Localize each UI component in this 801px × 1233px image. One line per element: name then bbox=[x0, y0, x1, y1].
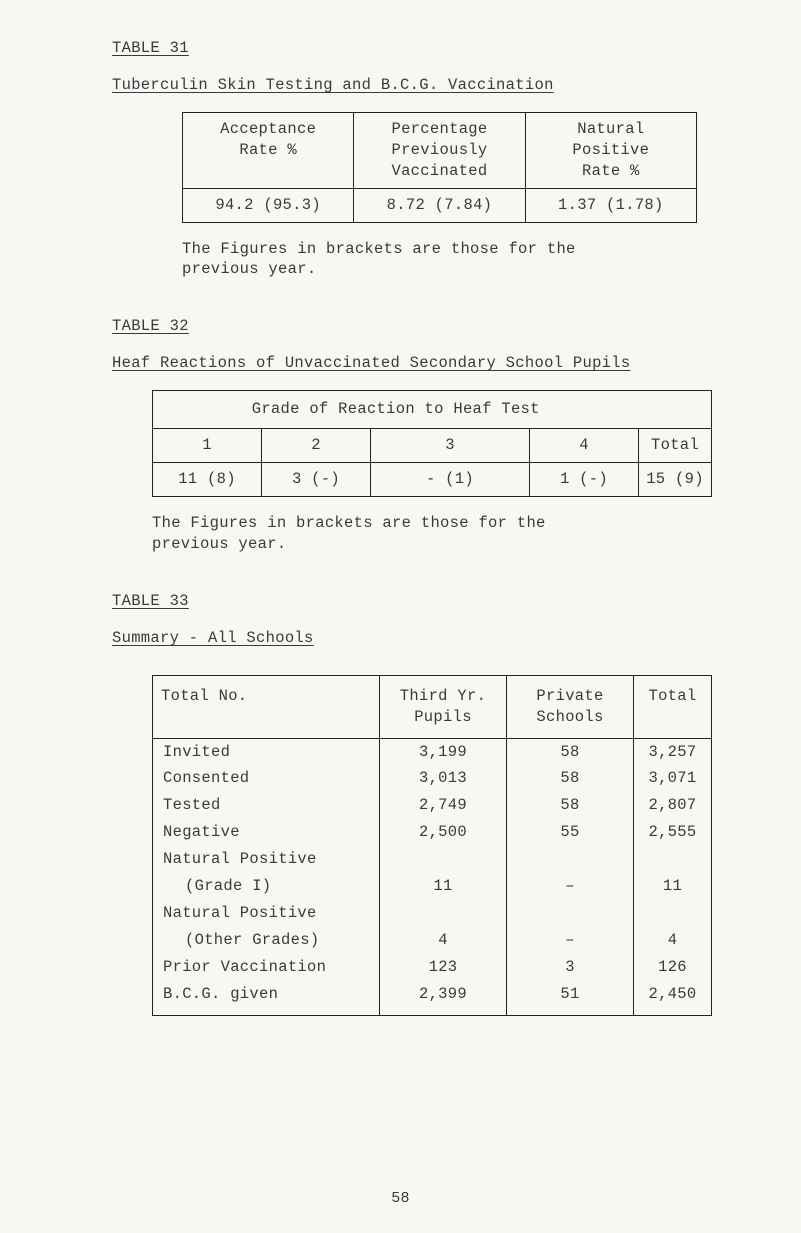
row-label: Consented bbox=[153, 765, 380, 792]
t32-title: Grade of Reaction to Heaf Test bbox=[153, 391, 639, 429]
row-label: (Other Grades) bbox=[153, 927, 380, 954]
row-label: B.C.G. given bbox=[153, 981, 380, 1015]
row-cell: 4 bbox=[634, 927, 712, 954]
page-number: 58 bbox=[0, 1189, 801, 1209]
t32-r-c2: 3 (-) bbox=[262, 463, 371, 497]
row-label: (Grade I) bbox=[153, 873, 380, 900]
row-cell: 4 bbox=[380, 927, 507, 954]
row-cell bbox=[380, 900, 507, 927]
table-row: Prior Vaccination1233126 bbox=[153, 954, 712, 981]
row-cell: 3,199 bbox=[380, 738, 507, 765]
table31: Acceptance Rate % Percentage Previously … bbox=[182, 112, 697, 223]
table33: Total No. Third Yr. Pupils Private Schoo… bbox=[152, 675, 712, 1016]
table32-label: TABLE 32 bbox=[112, 316, 723, 337]
table32-caption: Heaf Reactions of Unvaccinated Secondary… bbox=[112, 353, 723, 374]
table-row: Tested2,749582,807 bbox=[153, 792, 712, 819]
row-cell: 3,013 bbox=[380, 765, 507, 792]
t33-h2: Third Yr. Pupils bbox=[380, 675, 507, 738]
row-cell: 2,807 bbox=[634, 792, 712, 819]
t31-r-c2: 8.72 (7.84) bbox=[354, 188, 525, 222]
row-label: Negative bbox=[153, 819, 380, 846]
row-cell: 2,399 bbox=[380, 981, 507, 1015]
t31-note2: previous year. bbox=[182, 259, 723, 280]
row-cell: 3,071 bbox=[634, 765, 712, 792]
t33-h3: Private Schools bbox=[507, 675, 634, 738]
t31-h3: Natural Positive Rate % bbox=[525, 112, 696, 188]
table-row: Consented3,013583,071 bbox=[153, 765, 712, 792]
table33-caption: Summary - All Schools bbox=[112, 628, 723, 649]
row-cell: 58 bbox=[507, 792, 634, 819]
t31-note1: The Figures in brackets are those for th… bbox=[182, 239, 723, 260]
row-label: Natural Positive bbox=[153, 900, 380, 927]
t31-h2: Percentage Previously Vaccinated bbox=[354, 112, 525, 188]
row-label: Prior Vaccination bbox=[153, 954, 380, 981]
row-cell bbox=[380, 846, 507, 873]
row-cell bbox=[507, 846, 634, 873]
row-cell: 58 bbox=[507, 765, 634, 792]
row-cell: 123 bbox=[380, 954, 507, 981]
table33-label: TABLE 33 bbox=[112, 591, 723, 612]
t31-r-c1: 94.2 (95.3) bbox=[183, 188, 354, 222]
t33-h4: Total bbox=[634, 675, 712, 738]
t31-h1: Acceptance Rate % bbox=[183, 112, 354, 188]
table-row: (Grade I)11–11 bbox=[153, 873, 712, 900]
table-row: Negative2,500552,555 bbox=[153, 819, 712, 846]
table-row: (Other Grades)4–4 bbox=[153, 927, 712, 954]
page: TABLE 31 Tuberculin Skin Testing and B.C… bbox=[0, 0, 801, 1233]
row-label: Natural Positive bbox=[153, 846, 380, 873]
t32-c1: 1 bbox=[153, 429, 262, 463]
table31-caption: Tuberculin Skin Testing and B.C.G. Vacci… bbox=[112, 75, 723, 96]
t32-c5: Total bbox=[639, 429, 712, 463]
row-cell: 2,450 bbox=[634, 981, 712, 1015]
row-cell bbox=[507, 900, 634, 927]
t32-r-c1: 11 (8) bbox=[153, 463, 262, 497]
t32-c3: 3 bbox=[371, 429, 530, 463]
t31-r-c3: 1.37 (1.78) bbox=[525, 188, 696, 222]
table-row: B.C.G. given2,399512,450 bbox=[153, 981, 712, 1015]
row-label: Tested bbox=[153, 792, 380, 819]
row-cell bbox=[634, 900, 712, 927]
table-row: Natural Positive bbox=[153, 900, 712, 927]
row-label: Invited bbox=[153, 738, 380, 765]
row-cell: 58 bbox=[507, 738, 634, 765]
row-cell: 2,749 bbox=[380, 792, 507, 819]
t32-c2: 2 bbox=[262, 429, 371, 463]
row-cell: 2,500 bbox=[380, 819, 507, 846]
table-row: Natural Positive bbox=[153, 846, 712, 873]
row-cell: – bbox=[507, 873, 634, 900]
t32-note1: The Figures in brackets are those for th… bbox=[152, 513, 723, 534]
table32: Grade of Reaction to Heaf Test 1 2 3 4 T… bbox=[152, 390, 712, 497]
row-cell: – bbox=[507, 927, 634, 954]
t32-note2: previous year. bbox=[152, 534, 723, 555]
row-cell: 3 bbox=[507, 954, 634, 981]
t32-r-c5: 15 (9) bbox=[639, 463, 712, 497]
row-cell: 2,555 bbox=[634, 819, 712, 846]
row-cell bbox=[634, 846, 712, 873]
t32-r-c4: 1 (-) bbox=[530, 463, 639, 497]
t32-r-c3: - (1) bbox=[371, 463, 530, 497]
row-cell: 11 bbox=[380, 873, 507, 900]
row-cell: 11 bbox=[634, 873, 712, 900]
table-row: Invited3,199583,257 bbox=[153, 738, 712, 765]
row-cell: 51 bbox=[507, 981, 634, 1015]
row-cell: 55 bbox=[507, 819, 634, 846]
table31-label: TABLE 31 bbox=[112, 38, 723, 59]
row-cell: 126 bbox=[634, 954, 712, 981]
t33-h1: Total No. bbox=[153, 675, 380, 738]
t32-c4: 4 bbox=[530, 429, 639, 463]
row-cell: 3,257 bbox=[634, 738, 712, 765]
